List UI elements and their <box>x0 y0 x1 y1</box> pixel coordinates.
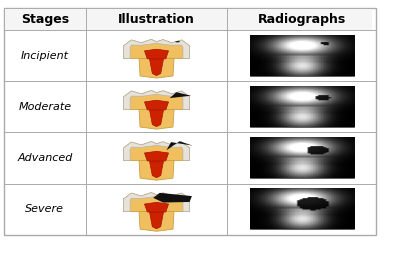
PathPatch shape <box>144 49 168 59</box>
PathPatch shape <box>139 211 174 231</box>
PathPatch shape <box>144 202 168 212</box>
PathPatch shape <box>124 91 190 110</box>
PathPatch shape <box>124 39 190 59</box>
PathPatch shape <box>139 160 174 180</box>
Bar <box>4 8 372 30</box>
PathPatch shape <box>124 142 190 161</box>
Text: Radiographs: Radiographs <box>258 13 346 26</box>
PathPatch shape <box>150 110 164 127</box>
Bar <box>4 8 376 235</box>
Bar <box>250 35 354 76</box>
Text: Advanced: Advanced <box>17 153 73 163</box>
PathPatch shape <box>124 193 190 212</box>
Text: Incipient: Incipient <box>21 51 69 61</box>
PathPatch shape <box>124 39 190 59</box>
PathPatch shape <box>150 59 164 76</box>
PathPatch shape <box>124 91 190 110</box>
Text: Moderate: Moderate <box>18 102 72 112</box>
Bar <box>250 86 354 127</box>
Polygon shape <box>166 141 193 150</box>
Polygon shape <box>153 193 192 203</box>
PathPatch shape <box>150 212 164 229</box>
PathPatch shape <box>139 58 174 78</box>
PathPatch shape <box>150 161 164 178</box>
PathPatch shape <box>124 193 190 212</box>
Ellipse shape <box>175 41 180 43</box>
Text: Stages: Stages <box>21 13 69 26</box>
Bar <box>250 189 354 229</box>
PathPatch shape <box>144 100 168 110</box>
Polygon shape <box>170 92 191 98</box>
PathPatch shape <box>144 151 168 161</box>
Bar <box>250 138 354 179</box>
Text: Illustration: Illustration <box>118 13 195 26</box>
Text: Severe: Severe <box>26 204 64 214</box>
PathPatch shape <box>139 109 174 129</box>
PathPatch shape <box>124 142 190 161</box>
